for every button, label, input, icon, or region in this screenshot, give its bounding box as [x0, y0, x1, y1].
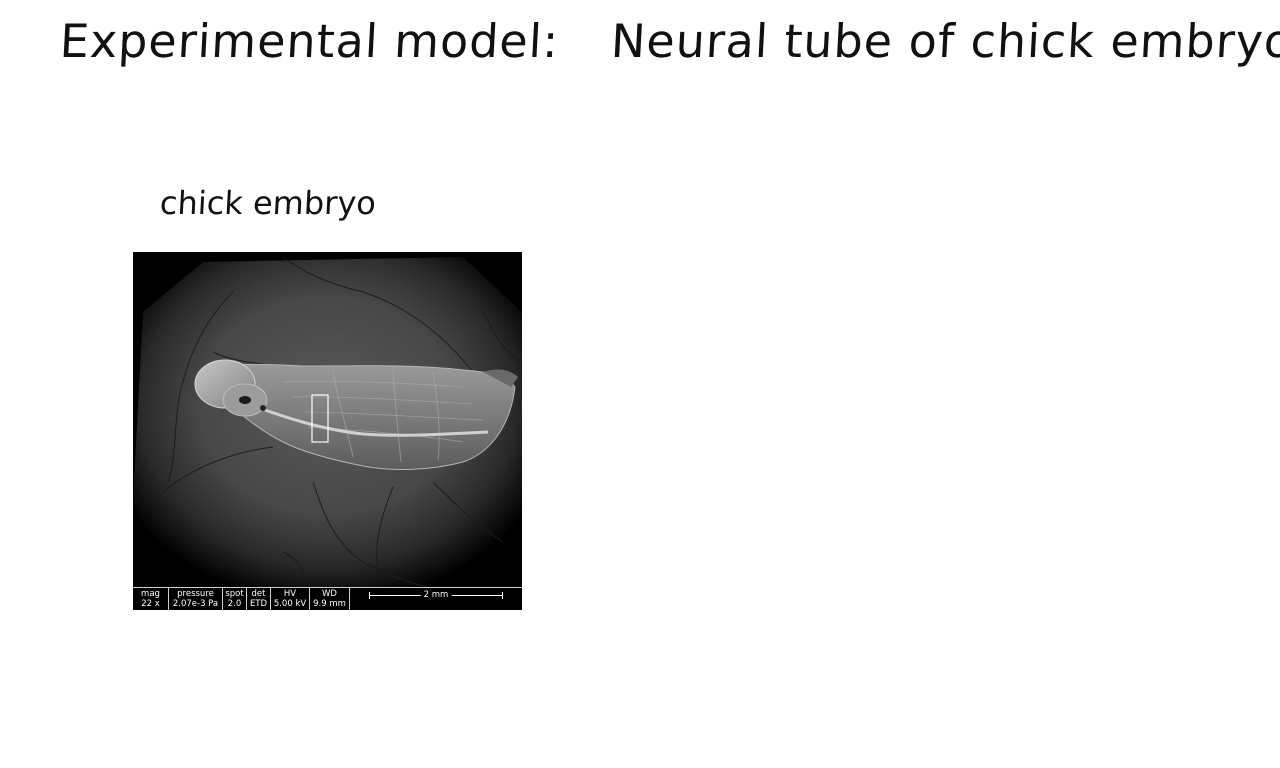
- databar-wd: WD 9.9 mm: [310, 588, 350, 610]
- hv-header: HV: [283, 589, 297, 599]
- det-value: ETD: [249, 599, 268, 609]
- neural-tube-highlight-box: [311, 394, 329, 443]
- sem-image: [133, 252, 522, 588]
- mag-value: 22 x: [141, 599, 160, 609]
- hv-value: 5.00 kV: [273, 599, 307, 609]
- spot-value: 2.0: [227, 599, 242, 609]
- image-caption: chick embryo: [159, 184, 377, 222]
- embryo-tail: [483, 369, 518, 387]
- databar-spot: spot 2.0: [223, 588, 247, 610]
- wd-header: WD: [322, 589, 337, 599]
- title-main: Neural tube of chick embryo: [609, 14, 1280, 68]
- neural-tube: [242, 400, 489, 437]
- databar-hv: HV 5.00 kV: [271, 588, 310, 610]
- wd-value: 9.9 mm: [313, 599, 346, 609]
- embryo-folds: [282, 369, 484, 463]
- databar-pressure: pressure 2.07e-3 Pa: [169, 588, 223, 610]
- otic-pit: [260, 405, 266, 411]
- title-prefix: Experimental model:: [58, 14, 561, 68]
- embryo-body: [202, 363, 516, 470]
- scale-bar-label: 2 mm: [420, 590, 452, 600]
- scale-bar: 2 mm: [369, 590, 503, 600]
- scale-bar-tick-right: [502, 592, 503, 599]
- mag-header: mag: [141, 589, 160, 599]
- optic-pit: [239, 396, 251, 404]
- pressure-value: 2.07e-3 Pa: [172, 599, 219, 609]
- scale-bar-tick-left: [369, 592, 370, 599]
- pressure-header: pressure: [177, 589, 214, 599]
- det-header: det: [251, 589, 266, 599]
- sem-databar: mag 22 x pressure 2.07e-3 Pa spot 2.0 de…: [133, 587, 522, 610]
- slide-title: Experimental model: Neural tube of chick …: [59, 14, 1280, 68]
- spot-header: spot: [225, 589, 244, 599]
- databar-det: det ETD: [247, 588, 271, 610]
- sem-micrograph: mag 22 x pressure 2.07e-3 Pa spot 2.0 de…: [133, 252, 522, 610]
- databar-mag: mag 22 x: [133, 588, 169, 610]
